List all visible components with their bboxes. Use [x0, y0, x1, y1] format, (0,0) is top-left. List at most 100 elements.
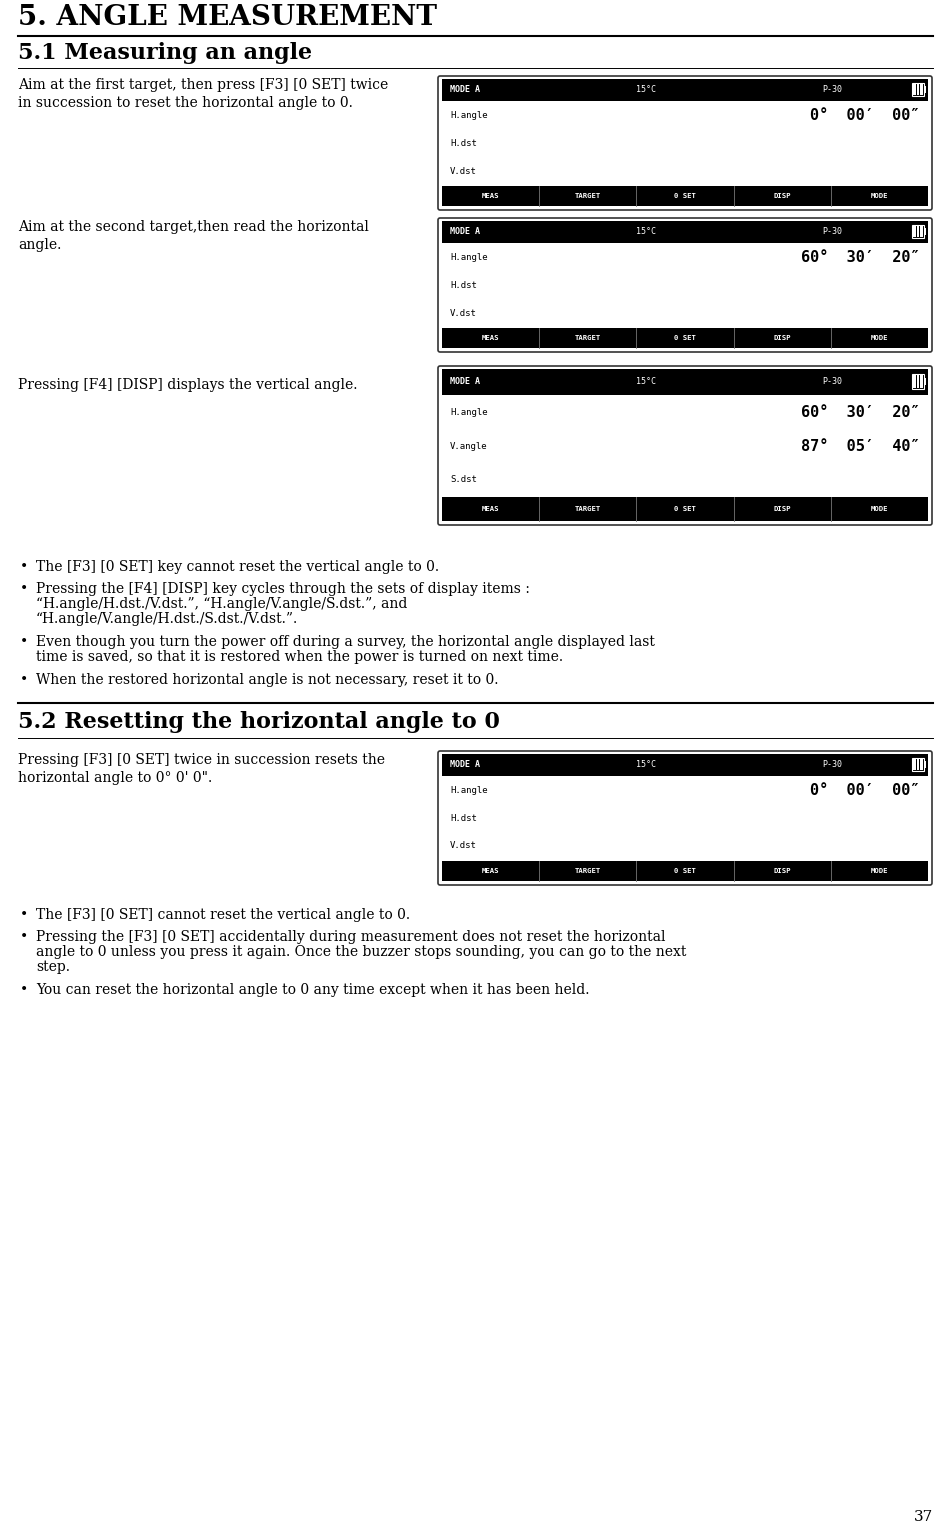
Text: You can reset the horizontal angle to 0 any time except when it has been held.: You can reset the horizontal angle to 0 … — [36, 983, 590, 996]
Text: DISP: DISP — [773, 868, 791, 874]
Text: 0 SET: 0 SET — [674, 334, 696, 340]
Text: MODE A: MODE A — [450, 377, 480, 386]
Text: “H.angle/H.dst./V.dst.”, “H.angle/V.angle/S.dst.”, and: “H.angle/H.dst./V.dst.”, “H.angle/V.angl… — [36, 596, 407, 612]
Text: Pressing the [F4] [DISP] key cycles through the sets of display items :: Pressing the [F4] [DISP] key cycles thro… — [36, 583, 530, 596]
Text: H.dst: H.dst — [450, 140, 476, 147]
Text: MODE A: MODE A — [450, 227, 480, 236]
Bar — [924, 377, 926, 385]
Text: MODE: MODE — [871, 506, 888, 512]
Bar — [924, 228, 926, 235]
Text: H.angle: H.angle — [450, 408, 488, 417]
Text: The [F3] [0 SET] cannot reset the vertical angle to 0.: The [F3] [0 SET] cannot reset the vertic… — [36, 908, 410, 921]
Bar — [442, 80, 928, 101]
Bar — [442, 328, 928, 348]
Text: Pressing [F3] [0 SET] twice in succession resets the
horizontal angle to 0° 0' 0: Pressing [F3] [0 SET] twice in successio… — [18, 753, 385, 785]
Bar — [912, 225, 924, 238]
Bar — [913, 376, 916, 388]
Text: P-30: P-30 — [823, 227, 843, 236]
Bar — [924, 762, 926, 768]
Text: •: • — [20, 560, 29, 573]
Text: •: • — [20, 908, 29, 921]
Text: DISP: DISP — [773, 193, 791, 199]
Text: Aim at the first target, then press [F3] [0 SET] twice
in succession to reset th: Aim at the first target, then press [F3]… — [18, 78, 388, 110]
FancyBboxPatch shape — [438, 77, 932, 210]
Text: H.angle: H.angle — [450, 110, 488, 120]
Bar — [913, 84, 916, 95]
Text: 0°  00′  00″: 0° 00′ 00″ — [810, 783, 920, 799]
Text: H.dst: H.dst — [450, 814, 476, 823]
Text: 37: 37 — [914, 1510, 933, 1524]
Text: 5. ANGLE MEASUREMENT: 5. ANGLE MEASUREMENT — [18, 5, 437, 31]
Text: •: • — [20, 673, 29, 687]
Text: MEAS: MEAS — [482, 334, 499, 340]
Text: 15°C: 15°C — [636, 377, 656, 386]
Text: When the restored horizontal angle is not necessary, reset it to 0.: When the restored horizontal angle is no… — [36, 673, 498, 687]
Bar — [912, 374, 924, 389]
Text: V.dst: V.dst — [450, 842, 476, 851]
Text: P-30: P-30 — [823, 760, 843, 770]
Bar — [917, 759, 920, 770]
Bar — [912, 83, 924, 95]
Text: The [F3] [0 SET] key cannot reset the vertical angle to 0.: The [F3] [0 SET] key cannot reset the ve… — [36, 560, 439, 573]
Text: H.dst: H.dst — [450, 281, 476, 290]
FancyBboxPatch shape — [438, 751, 932, 885]
Text: MODE A: MODE A — [450, 760, 480, 770]
Bar — [917, 376, 920, 388]
Text: P-30: P-30 — [823, 84, 843, 94]
Bar — [912, 759, 924, 771]
Text: Even though you turn the power off during a survey, the horizontal angle display: Even though you turn the power off durin… — [36, 635, 655, 648]
Text: Aim at the second target,then read the horizontal
angle.: Aim at the second target,then read the h… — [18, 221, 369, 253]
Text: 15°C: 15°C — [636, 84, 656, 94]
Text: MODE A: MODE A — [450, 84, 480, 94]
Text: DISP: DISP — [773, 334, 791, 340]
Text: “H.angle/V.angle/H.dst./S.dst./V.dst.”.: “H.angle/V.angle/H.dst./S.dst./V.dst.”. — [36, 612, 299, 625]
FancyBboxPatch shape — [438, 218, 932, 353]
Text: MODE: MODE — [871, 868, 888, 874]
Text: 0 SET: 0 SET — [674, 868, 696, 874]
Text: H.angle: H.angle — [450, 786, 488, 796]
Text: 15°C: 15°C — [636, 227, 656, 236]
Text: 15°C: 15°C — [636, 760, 656, 770]
Text: MEAS: MEAS — [482, 506, 499, 512]
Text: MODE: MODE — [871, 193, 888, 199]
Text: TARGET: TARGET — [574, 868, 601, 874]
Text: 0 SET: 0 SET — [674, 506, 696, 512]
Bar — [913, 227, 916, 236]
Text: MEAS: MEAS — [482, 868, 499, 874]
Text: V.dst: V.dst — [450, 167, 476, 175]
Text: 60°  30′  20″: 60° 30′ 20″ — [802, 250, 920, 265]
Text: time is saved, so that it is restored when the power is turned on next time.: time is saved, so that it is restored wh… — [36, 650, 563, 664]
Text: H.angle: H.angle — [450, 253, 488, 262]
Text: step.: step. — [36, 960, 70, 973]
Bar — [920, 227, 922, 236]
Bar — [917, 227, 920, 236]
Text: TARGET: TARGET — [574, 334, 601, 340]
Text: Pressing [F4] [DISP] displays the vertical angle.: Pressing [F4] [DISP] displays the vertic… — [18, 379, 358, 392]
Bar — [920, 84, 922, 95]
Text: 0°  00′  00″: 0° 00′ 00″ — [810, 109, 920, 123]
Text: P-30: P-30 — [823, 377, 843, 386]
Text: •: • — [20, 583, 29, 596]
Text: Pressing the [F3] [0 SET] accidentally during measurement does not reset the hor: Pressing the [F3] [0 SET] accidentally d… — [36, 931, 666, 944]
Text: •: • — [20, 983, 29, 996]
Text: MODE: MODE — [871, 334, 888, 340]
Text: 0 SET: 0 SET — [674, 193, 696, 199]
Text: 5.1 Measuring an angle: 5.1 Measuring an angle — [18, 41, 312, 64]
Bar — [920, 759, 922, 770]
Text: MEAS: MEAS — [482, 193, 499, 199]
Text: 60°  30′  20″: 60° 30′ 20″ — [802, 405, 920, 420]
Text: •: • — [20, 635, 29, 648]
Text: V.dst: V.dst — [450, 308, 476, 317]
Bar — [442, 221, 928, 242]
Text: TARGET: TARGET — [574, 506, 601, 512]
Text: 87°  05′  40″: 87° 05′ 40″ — [802, 438, 920, 454]
Text: S.dst: S.dst — [450, 475, 476, 484]
Bar — [442, 497, 928, 521]
Text: 5.2 Resetting the horizontal angle to 0: 5.2 Resetting the horizontal angle to 0 — [18, 711, 500, 733]
Text: •: • — [20, 931, 29, 944]
Bar — [920, 376, 922, 388]
Text: TARGET: TARGET — [574, 193, 601, 199]
Text: angle to 0 unless you press it again. Once the buzzer stops sounding, you can go: angle to 0 unless you press it again. On… — [36, 944, 687, 960]
Bar — [442, 369, 928, 396]
Text: DISP: DISP — [773, 506, 791, 512]
